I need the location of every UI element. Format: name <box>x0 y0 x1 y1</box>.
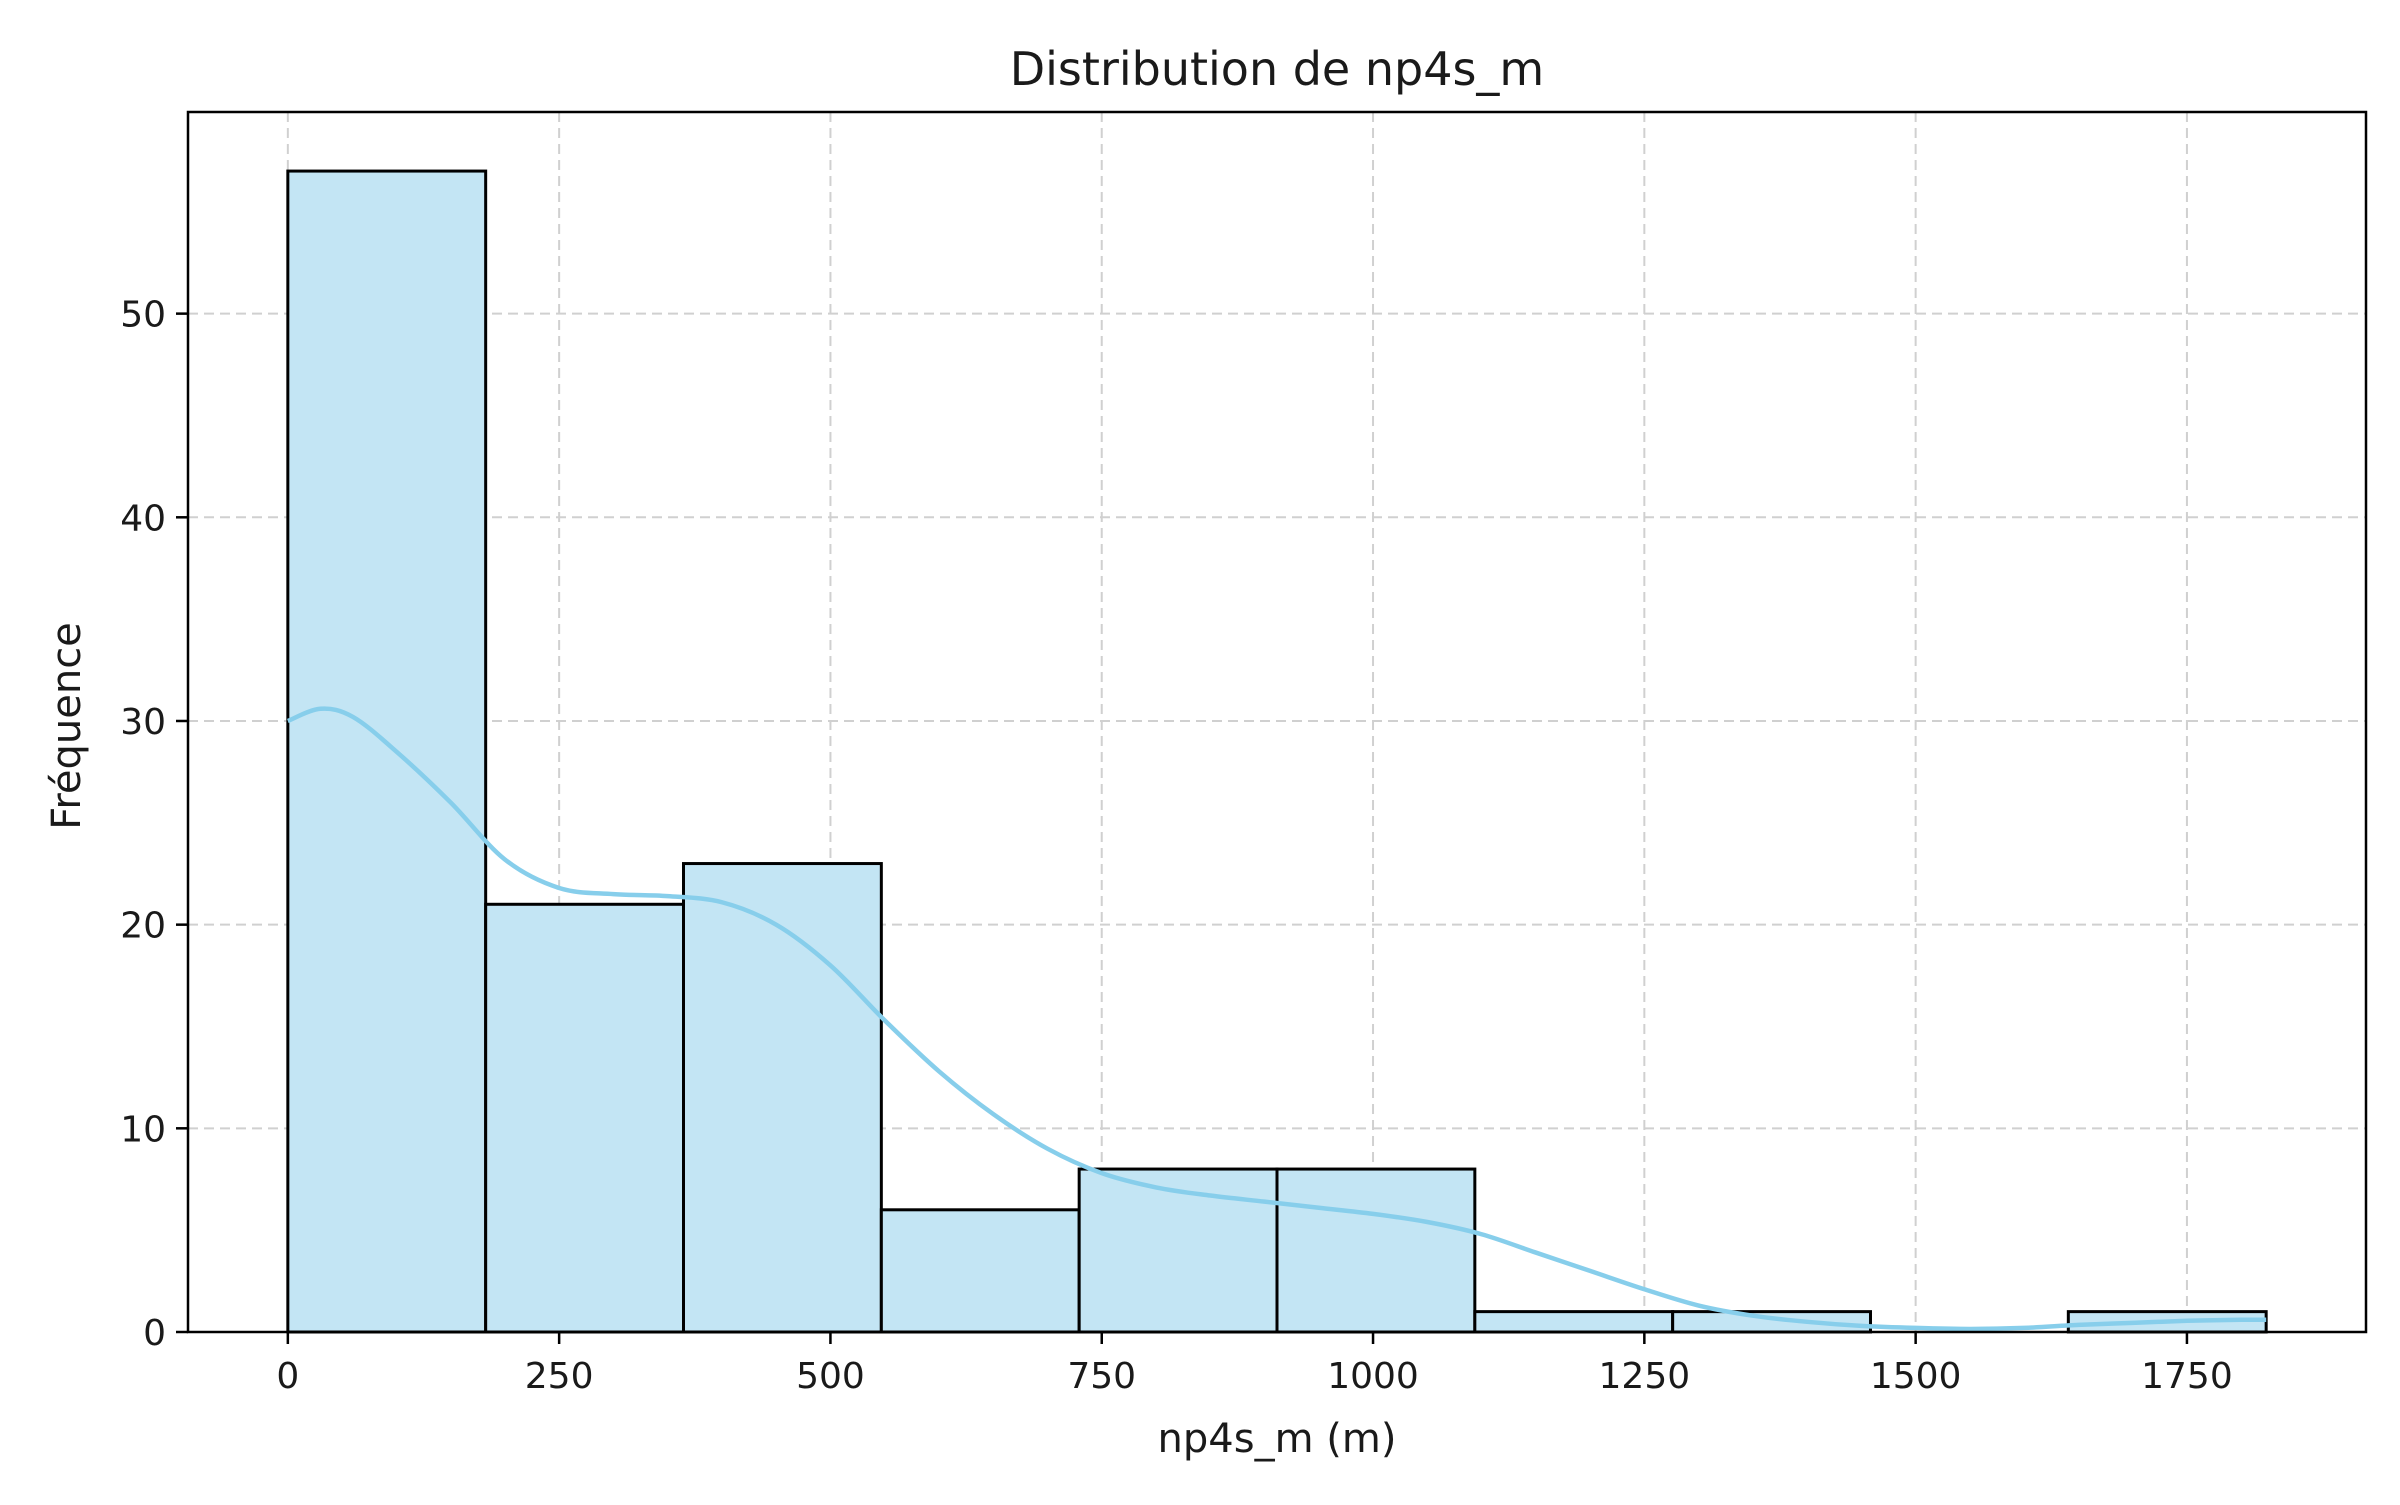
x-tick-label: 1000 <box>1327 1356 1419 1397</box>
y-axis-label: Fréquence <box>44 622 90 830</box>
x-axis-label: np4s_m (m) <box>1158 1416 1397 1462</box>
x-tick-label: 1250 <box>1599 1356 1691 1397</box>
x-tick-label: 250 <box>525 1356 594 1397</box>
histogram-bar <box>1077 1167 1279 1334</box>
histogram-bar <box>879 1208 1081 1334</box>
histogram-bar <box>484 902 686 1334</box>
x-tick-label: 750 <box>1067 1356 1136 1397</box>
y-tick-label: 50 <box>120 295 166 336</box>
kde-curve-layer <box>286 706 2267 1332</box>
kde-line <box>286 706 2267 1332</box>
x-tick-label: 0 <box>276 1356 299 1397</box>
histogram-bar <box>1671 1310 1872 1334</box>
tick-marks: 0 250 500 750 1000 1250 1500 1750 0 10 20 30 40 50 <box>120 295 2233 1397</box>
histogram-bar <box>286 169 488 1334</box>
x-tick-label: 1500 <box>1870 1356 1962 1397</box>
histogram-bar <box>682 862 883 1334</box>
y-tick-label: 10 <box>120 1109 166 1150</box>
y-tick-label: 40 <box>120 498 166 539</box>
y-tick-label: 20 <box>120 906 166 947</box>
y-tick-label: 0 <box>143 1313 166 1354</box>
y-tick-label: 30 <box>120 702 166 743</box>
histogram-bars <box>286 169 2268 1334</box>
x-tick-label: 1750 <box>2141 1356 2233 1397</box>
chart-title: Distribution de np4s_m <box>1010 42 1545 96</box>
histogram-bar <box>1275 1167 1477 1334</box>
histogram-bar <box>1473 1310 1675 1334</box>
x-tick-label: 500 <box>796 1356 865 1397</box>
